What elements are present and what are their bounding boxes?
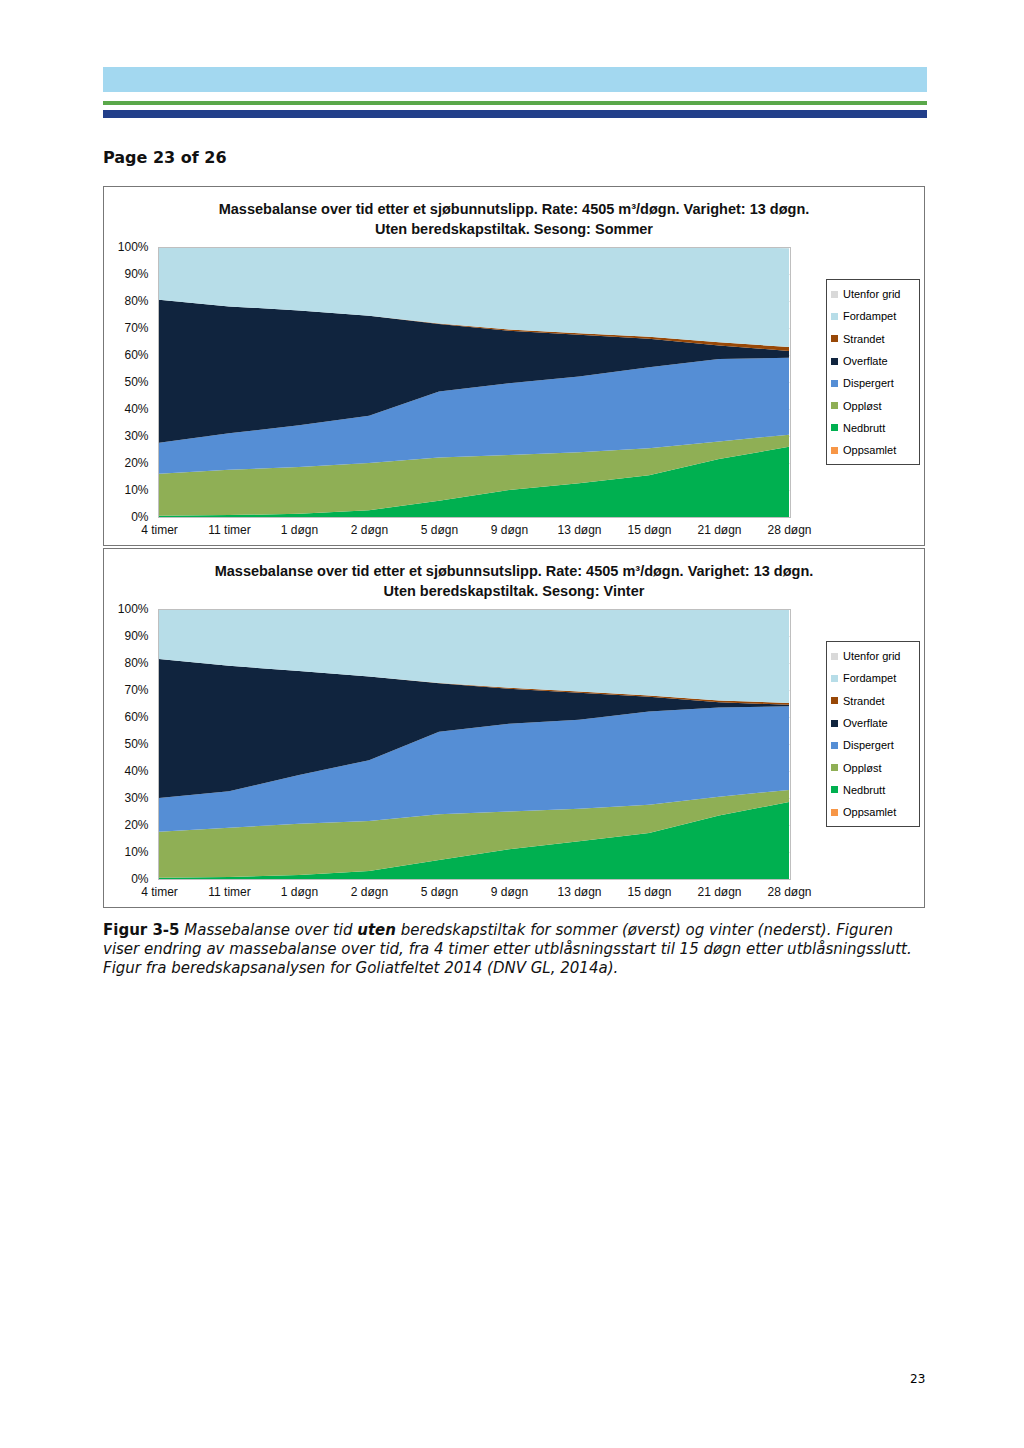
svg-text:100%: 100% — [118, 603, 149, 616]
svg-text:20%: 20% — [124, 456, 148, 470]
svg-text:1 døgn: 1 døgn — [281, 885, 318, 899]
svg-text:50%: 50% — [124, 737, 148, 751]
html-text:Utenfor grid: Utenfor grid — [843, 288, 901, 301]
html-text:Nedbrutt: Nedbrutt — [843, 783, 886, 796]
svg-text:60%: 60% — [124, 348, 148, 362]
html-text:Dispergert: Dispergert — [843, 739, 894, 752]
svg-text:4 timer: 4 timer — [141, 523, 178, 537]
svg-text:4 timer: 4 timer — [141, 885, 178, 899]
svg-text:13 døgn: 13 døgn — [557, 885, 601, 899]
html-text:Overflate: Overflate — [843, 355, 888, 367]
svg-text:60%: 60% — [124, 710, 148, 724]
svg-text:11 timer: 11 timer — [208, 885, 250, 899]
svg-text:5 døgn: 5 døgn — [421, 523, 458, 537]
svg-text:40%: 40% — [124, 764, 148, 778]
svg-text:15 døgn: 15 døgn — [627, 523, 671, 537]
html-text:Oppsamlet: Oppsamlet — [843, 444, 897, 457]
svg-text:5 døgn: 5 døgn — [421, 885, 458, 899]
svg-text:80%: 80% — [124, 656, 148, 670]
html-text:Strandet: Strandet — [843, 332, 885, 345]
svg-text:30%: 30% — [124, 429, 148, 443]
html-text:Nedbrutt: Nedbrutt — [843, 421, 886, 434]
svg-text:40%: 40% — [124, 402, 148, 416]
svg-text:21 døgn: 21 døgn — [697, 523, 741, 537]
html-text:Figur 3-5 Massebalanse over ti: Figur 3-5 Massebalanse over tid uten ber… — [103, 921, 912, 977]
svg-text:0%: 0% — [131, 872, 149, 887]
svg-text:28 døgn: 28 døgn — [767, 885, 811, 899]
svg-text:28 døgn: 28 døgn — [767, 523, 811, 537]
html-text:Fordampet: Fordampet — [843, 672, 897, 685]
svg-text:1 døgn: 1 døgn — [281, 523, 318, 537]
html-text:Utenfor grid: Utenfor grid — [843, 650, 901, 663]
svg-text:80%: 80% — [124, 294, 148, 308]
html-text:Dispergert: Dispergert — [843, 377, 894, 390]
svg-text:70%: 70% — [124, 683, 148, 697]
html-text:Oppsamlet: Oppsamlet — [843, 806, 897, 819]
svg-text:30%: 30% — [124, 791, 148, 805]
html-text:Massebalanse over tid etter et: Massebalanse over tid etter et sjøbunnut… — [218, 201, 810, 217]
svg-text:2 døgn: 2 døgn — [351, 523, 388, 537]
html-text:Overflate: Overflate — [843, 717, 888, 729]
html-text:Strandet: Strandet — [843, 694, 885, 707]
svg-text:0%: 0% — [131, 510, 149, 525]
html-text:23: 23 — [910, 1372, 926, 1386]
svg-text:2 døgn: 2 døgn — [351, 885, 388, 899]
html-text:Oppløst: Oppløst — [843, 761, 882, 774]
html-text:Page 23 of 26: Page 23 of 26 — [103, 148, 227, 167]
svg-text:11 timer: 11 timer — [208, 523, 250, 537]
svg-text:70%: 70% — [124, 321, 148, 335]
svg-text:9 døgn: 9 døgn — [491, 523, 528, 537]
html-text:Fordampet: Fordampet — [843, 310, 897, 323]
svg-text:10%: 10% — [124, 845, 148, 859]
svg-text:21 døgn: 21 døgn — [697, 885, 741, 899]
html-text:Oppløst: Oppløst — [843, 399, 882, 412]
html-text:Massebalanse over tid etter et: Massebalanse over tid etter et sjøbunnsu… — [214, 563, 814, 579]
svg-text:100%: 100% — [118, 241, 149, 254]
svg-text:90%: 90% — [124, 629, 148, 643]
svg-text:90%: 90% — [124, 267, 148, 281]
svg-text:50%: 50% — [124, 375, 148, 389]
html-text:Uten beredskapstiltak. Sesong:: Uten beredskapstiltak. Sesong: Sommer — [375, 221, 653, 237]
svg-text:9 døgn: 9 døgn — [491, 885, 528, 899]
html-text:Uten beredskapstiltak. Sesong:: Uten beredskapstiltak. Sesong: Vinter — [383, 583, 645, 599]
svg-text:15 døgn: 15 døgn — [627, 885, 671, 899]
svg-text:20%: 20% — [124, 818, 148, 832]
svg-text:10%: 10% — [124, 483, 148, 497]
svg-text:13 døgn: 13 døgn — [557, 523, 601, 537]
